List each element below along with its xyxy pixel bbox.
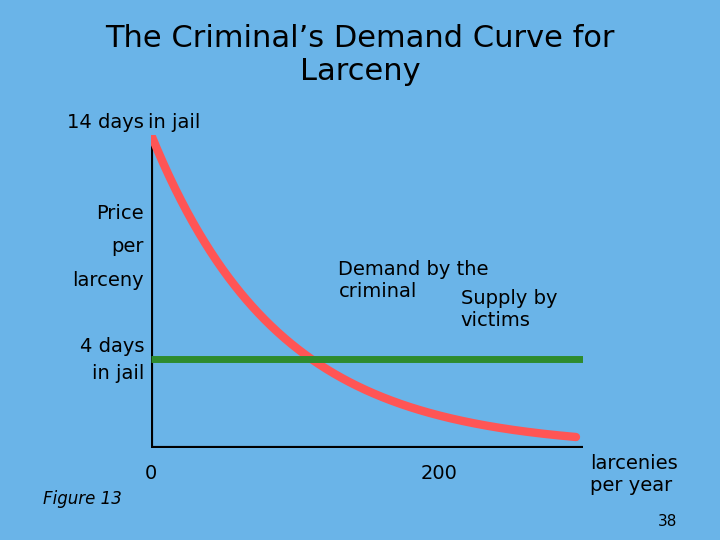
Text: Demand by the
criminal: Demand by the criminal — [338, 260, 489, 301]
Text: larceny: larceny — [73, 271, 144, 290]
Text: The Criminal’s Demand Curve for: The Criminal’s Demand Curve for — [105, 24, 615, 53]
Text: 200: 200 — [420, 464, 458, 483]
Text: Price: Price — [96, 204, 144, 223]
Text: 4 days: 4 days — [79, 337, 144, 356]
Text: per: per — [112, 238, 144, 256]
Text: in jail: in jail — [91, 364, 144, 383]
Text: Larceny: Larceny — [300, 57, 420, 86]
Text: 14 days: 14 days — [67, 113, 144, 132]
Text: 0: 0 — [145, 464, 158, 483]
Text: 38: 38 — [657, 514, 677, 529]
Text: Supply by
victims: Supply by victims — [461, 289, 557, 329]
Text: in jail: in jail — [148, 113, 200, 132]
Text: larcenies
per year: larcenies per year — [590, 454, 678, 495]
Text: Figure 13: Figure 13 — [43, 490, 122, 508]
